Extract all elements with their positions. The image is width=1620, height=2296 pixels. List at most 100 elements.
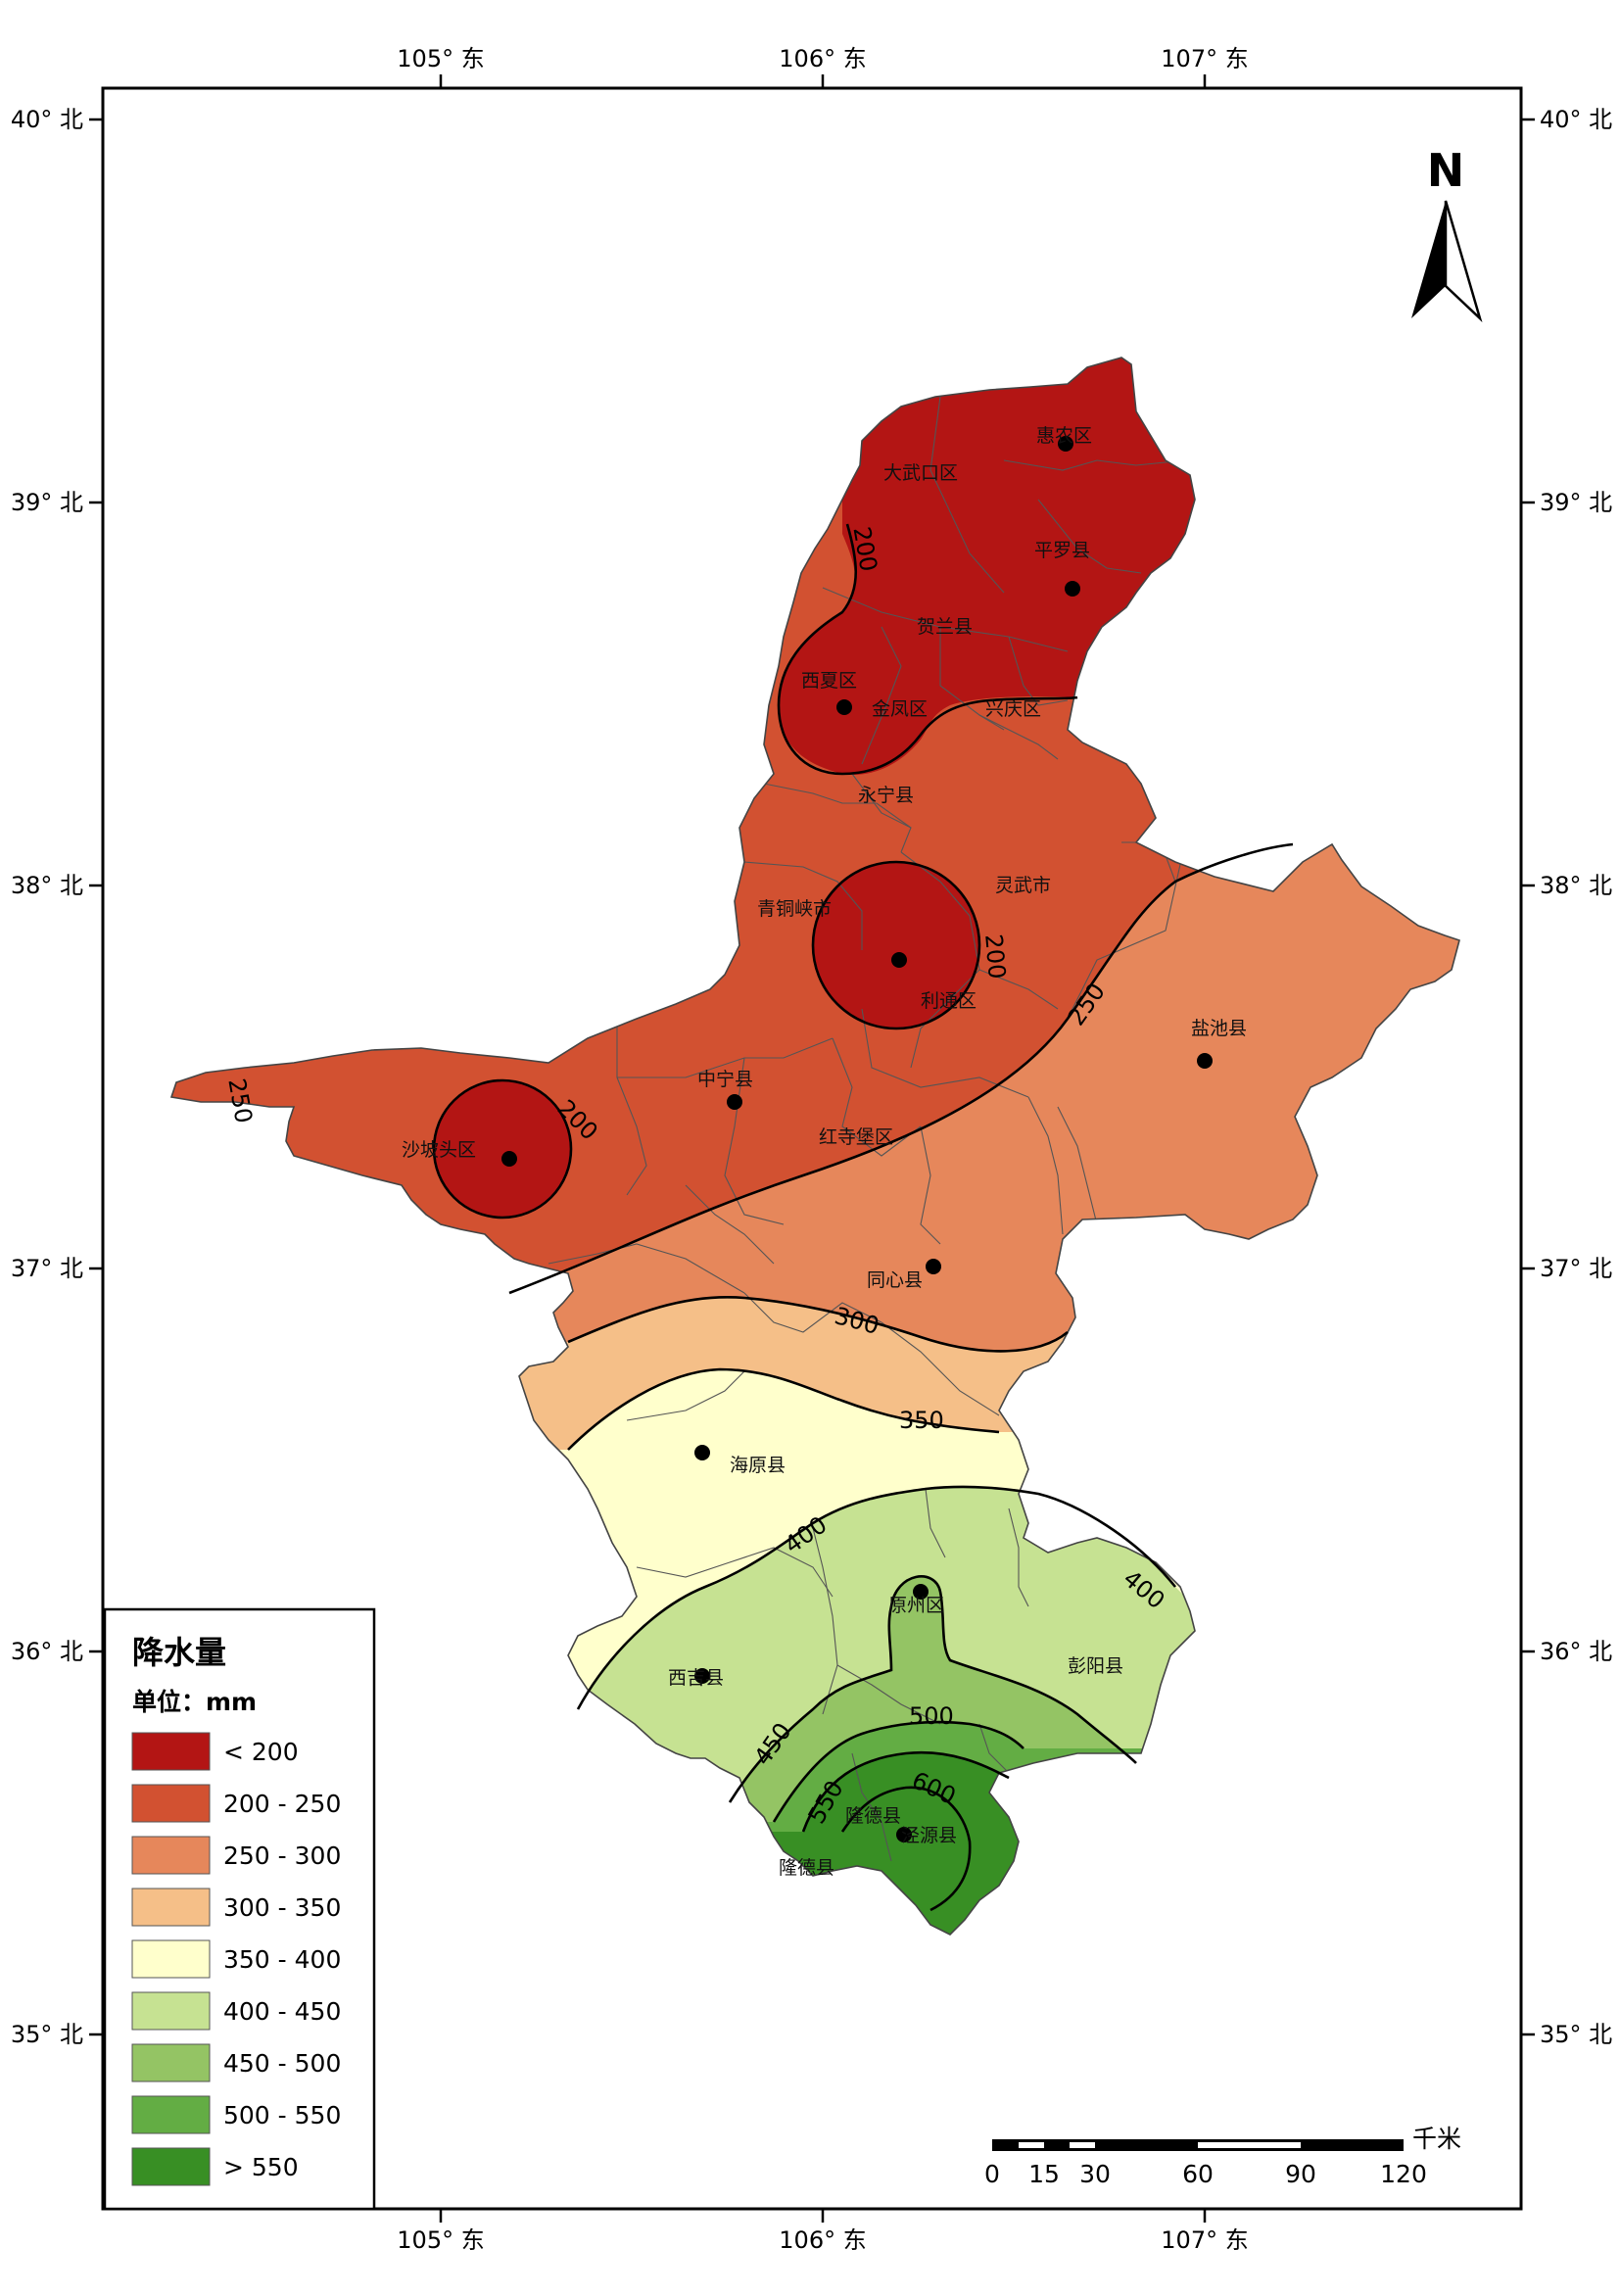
isohyet-450 [728,1575,1137,1803]
legend-swatch [131,1784,211,1823]
town-labels: 惠农区 大武口区 平罗县 贺兰县 西夏区 金凤区 兴庆区 永宁县 灵武市 青铜峡… [402,425,1247,1879]
scale-tick-60: 60 [1182,2160,1214,2188]
town-label-shapotou: 沙坡头区 [402,1139,476,1161]
town-label-haiyuan: 海原县 [730,1455,786,1476]
legend-label: 500 - 550 [223,2101,341,2129]
scale-bar-unit: 千米 [1412,2125,1461,2153]
legend-swatch [131,1732,211,1771]
longitude-labels: 105° 东 106° 东 107° 东 105° 东 106° 东 107° … [397,45,1248,2254]
legend-label: 400 - 450 [223,1997,341,2026]
legend-items: < 200 200 - 250 250 - 300 300 - 350 350 - 40… [131,1732,341,2186]
isohyet-200-shapotou [432,1078,573,1220]
legend-swatch [131,1939,211,1979]
lat-label-40-left: 40° 北 [11,106,83,133]
isohyet-200-litong [811,860,981,1030]
town-label-yuanzhou: 原州区 [888,1595,944,1616]
town-dot-shapotou [501,1151,517,1167]
isohyet-lines [432,523,1294,1912]
legend-swatch [131,2147,211,2186]
north-arrow-right-half [1444,200,1483,323]
lat-label-36-right: 36° 北 [1540,1638,1612,1665]
scale-bar: 0 15 30 60 90 120 千米 [984,2125,1461,2188]
north-arrow: N [1411,144,1483,323]
legend-label: < 200 [223,1738,299,1766]
town-dot-yanchi [1197,1053,1213,1069]
town-label-longde-south: 隆德县 [779,1857,834,1879]
legend-label: 300 - 350 [223,1893,341,1922]
town-dot-jingyuan [896,1827,912,1842]
latitude-labels: 40° 北 39° 北 38° 北 37° 北 36° 北 35° 北 40° … [11,106,1612,2048]
north-arrow-left-half [1411,201,1446,318]
isohyet-350 [567,1367,1000,1451]
legend-swatch [131,2043,211,2082]
legend: 降水量 单位：mm < 200 200 - 250 250 - 300 300 - 3… [103,1607,376,2211]
isohyet-label-350: 350 [899,1407,944,1434]
zone-below-200-litong [813,862,979,1028]
scale-bar-ticks: 0 15 30 60 90 120 [984,2160,1427,2188]
lon-label-105-top: 105° 东 [397,45,484,72]
town-label-pengyang: 彭阳县 [1068,1655,1123,1677]
legend-title: 降水量 [132,1634,226,1671]
town-label-lingwu: 灵武市 [995,875,1051,896]
town-dot-pingluo [1065,581,1080,597]
town-dot-tongxin [926,1259,941,1274]
town-label-litong: 利通区 [921,990,977,1012]
town-label-jingyuan: 泾源县 [901,1825,957,1846]
north-arrow-label: N [1427,144,1465,197]
scale-tick-30: 30 [1079,2160,1111,2188]
town-dot-huinong [1058,436,1073,452]
town-dot-litong [891,952,907,968]
lon-label-106-bottom: 106° 东 [779,2226,866,2254]
lat-label-36-left: 36° 北 [11,1638,83,1665]
town-label-zhongning: 中宁县 [697,1069,753,1090]
isohyet-400 [576,1485,1177,1710]
town-label-dawukou: 大武口区 [883,462,958,484]
town-label-helan: 贺兰县 [917,616,973,638]
isohyet-600 [840,1786,972,1912]
lon-label-107-top: 107° 东 [1161,45,1248,72]
lat-label-39-left: 39° 北 [11,489,83,516]
town-label-xiji: 西吉县 [668,1667,724,1689]
legend-label: > 550 [223,2153,299,2181]
isohyet-label-500: 500 [909,1702,954,1730]
scale-tick-120: 120 [1380,2160,1427,2188]
zone-below-200-shapotou [434,1080,571,1218]
town-label-pingluo: 平罗县 [1034,540,1090,561]
lon-label-105-bottom: 105° 东 [397,2226,484,2254]
lat-label-40-right: 40° 北 [1540,106,1612,133]
town-label-huinong: 惠农区 [1036,425,1092,447]
legend-swatch [131,1836,211,1875]
town-dot-xiji [694,1668,710,1684]
town-dots [501,436,1213,1842]
scale-tick-15: 15 [1028,2160,1060,2188]
lon-label-106-top: 106° 东 [779,45,866,72]
town-dot-zhongning [727,1094,742,1110]
town-label-xingqing: 兴庆区 [985,698,1041,720]
lat-label-39-right: 39° 北 [1540,489,1612,516]
graticule-ticks [89,74,1535,2223]
legend-label: 350 - 400 [223,1945,341,1974]
isohyet-200-north [777,523,1078,776]
lat-label-38-left: 38° 北 [11,872,83,899]
lat-label-37-right: 37° 北 [1540,1255,1612,1282]
lat-label-37-left: 37° 北 [11,1255,83,1282]
town-label-tongxin: 同心县 [867,1269,923,1291]
town-label-xixia: 西夏区 [801,670,857,692]
lat-label-38-right: 38° 北 [1540,872,1612,899]
legend-label: 450 - 500 [223,2049,341,2078]
legend-swatch [131,2095,211,2134]
town-dot-haiyuan [694,1445,710,1460]
legend-swatch [131,1991,211,2031]
town-dot-yuanzhou [913,1584,929,1600]
town-label-jinfeng: 金凤区 [872,698,928,720]
isohyet-550 [801,1750,1010,1833]
town-label-longde: 隆德县 [845,1805,901,1827]
isohyet-500 [772,1720,1024,1823]
town-label-qingtongxia: 青铜峡市 [757,898,832,920]
legend-swatch [131,1888,211,1927]
legend-unit: 单位：mm [132,1688,257,1716]
legend-label: 200 - 250 [223,1790,341,1818]
town-label-yanchi: 盐池县 [1191,1018,1247,1039]
lon-label-107-bottom: 107° 东 [1161,2226,1248,2254]
